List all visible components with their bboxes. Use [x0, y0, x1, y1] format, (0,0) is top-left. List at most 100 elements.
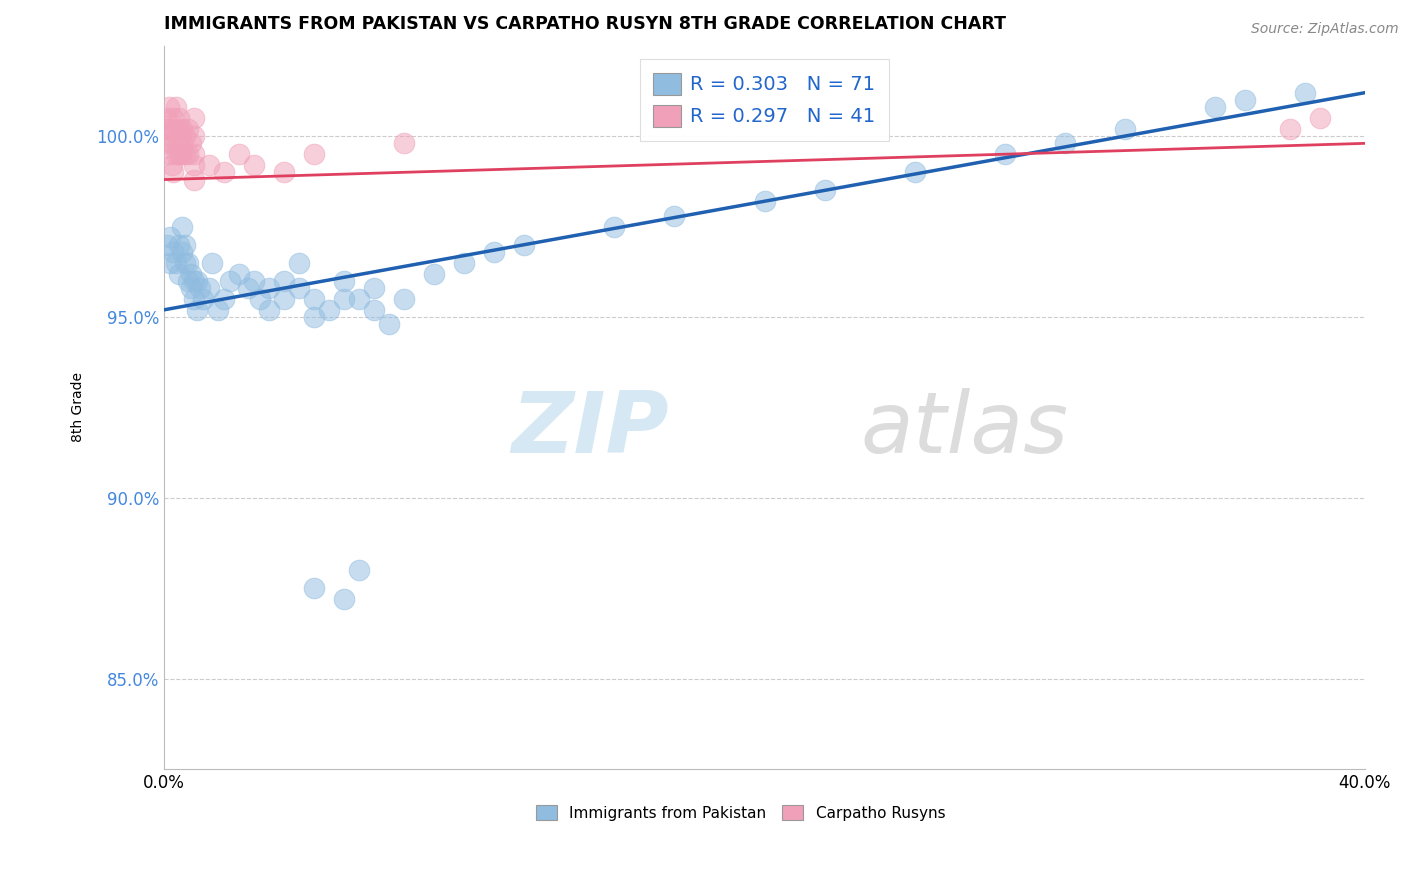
Point: [172, 121, 194, 136]
Point: [174, 147, 197, 161]
Point: [174, 256, 197, 270]
Point: [167, 147, 190, 161]
Point: [167, 111, 190, 125]
Point: [159, 147, 181, 161]
Point: [288, 281, 311, 295]
Point: [162, 244, 184, 259]
Point: [183, 274, 205, 288]
Point: [288, 256, 311, 270]
Point: [238, 281, 260, 295]
Point: [156, 237, 179, 252]
Point: [159, 256, 181, 270]
Point: [333, 292, 356, 306]
Point: [177, 256, 200, 270]
Point: [259, 281, 281, 295]
Point: [180, 281, 202, 295]
Point: [155, 111, 177, 125]
Point: [603, 219, 626, 234]
Point: [363, 302, 385, 317]
Point: [157, 100, 180, 114]
Point: [304, 147, 326, 161]
Text: atlas: atlas: [860, 388, 1069, 471]
Point: [160, 158, 183, 172]
Point: [166, 136, 188, 151]
Point: [172, 219, 194, 234]
Point: [219, 274, 242, 288]
Point: [513, 237, 536, 252]
Point: [193, 292, 215, 306]
Point: [304, 292, 326, 306]
Point: [188, 281, 211, 295]
Point: [186, 302, 208, 317]
Point: [212, 165, 235, 179]
Point: [484, 244, 506, 259]
Point: [172, 244, 194, 259]
Point: [243, 158, 266, 172]
Point: [1204, 100, 1226, 114]
Text: Source: ZipAtlas.com: Source: ZipAtlas.com: [1251, 22, 1399, 37]
Point: [183, 172, 205, 186]
Point: [177, 147, 200, 161]
Point: [180, 136, 202, 151]
Point: [160, 136, 183, 151]
Point: [167, 267, 190, 281]
Point: [304, 310, 326, 324]
Point: [273, 274, 295, 288]
Point: [394, 136, 416, 151]
Point: [177, 274, 200, 288]
Point: [754, 194, 776, 209]
Point: [198, 281, 221, 295]
Point: [363, 281, 385, 295]
Point: [183, 111, 205, 125]
Text: IMMIGRANTS FROM PAKISTAN VS CARPATHO RUSYN 8TH GRADE CORRELATION CHART: IMMIGRANTS FROM PAKISTAN VS CARPATHO RUS…: [165, 15, 1007, 33]
Point: [180, 267, 202, 281]
Text: ZIP: ZIP: [510, 388, 668, 471]
Point: [378, 318, 401, 332]
Point: [165, 147, 187, 161]
Point: [333, 592, 356, 607]
Point: [183, 129, 205, 144]
Point: [228, 147, 250, 161]
Point: [159, 230, 181, 244]
Y-axis label: 8th Grade: 8th Grade: [72, 373, 86, 442]
Point: [1294, 86, 1316, 100]
Point: [172, 136, 194, 151]
Point: [167, 121, 190, 136]
Point: [183, 292, 205, 306]
Point: [394, 292, 416, 306]
Point: [249, 292, 271, 306]
Point: [1309, 111, 1331, 125]
Point: [156, 136, 179, 151]
Point: [201, 256, 224, 270]
Point: [903, 165, 925, 179]
Point: [183, 158, 205, 172]
Point: [664, 209, 686, 223]
Point: [162, 111, 184, 125]
Point: [1278, 121, 1301, 136]
Point: [177, 121, 200, 136]
Point: [228, 267, 250, 281]
Point: [453, 256, 475, 270]
Point: [813, 183, 835, 197]
Point: [349, 563, 371, 577]
Point: [212, 292, 235, 306]
Point: [167, 237, 190, 252]
Point: [165, 256, 187, 270]
Point: [183, 147, 205, 161]
Point: [349, 292, 371, 306]
Point: [1053, 136, 1076, 151]
Point: [994, 147, 1017, 161]
Point: [273, 165, 295, 179]
Point: [1114, 121, 1136, 136]
Point: [198, 158, 221, 172]
Point: [207, 302, 229, 317]
Point: [159, 129, 181, 144]
Point: [423, 267, 446, 281]
Point: [333, 274, 356, 288]
Point: [162, 165, 184, 179]
Point: [174, 237, 197, 252]
Point: [157, 121, 180, 136]
Legend: Immigrants from Pakistan, Carpatho Rusyns: Immigrants from Pakistan, Carpatho Rusyn…: [530, 798, 952, 827]
Point: [174, 129, 197, 144]
Point: [186, 274, 208, 288]
